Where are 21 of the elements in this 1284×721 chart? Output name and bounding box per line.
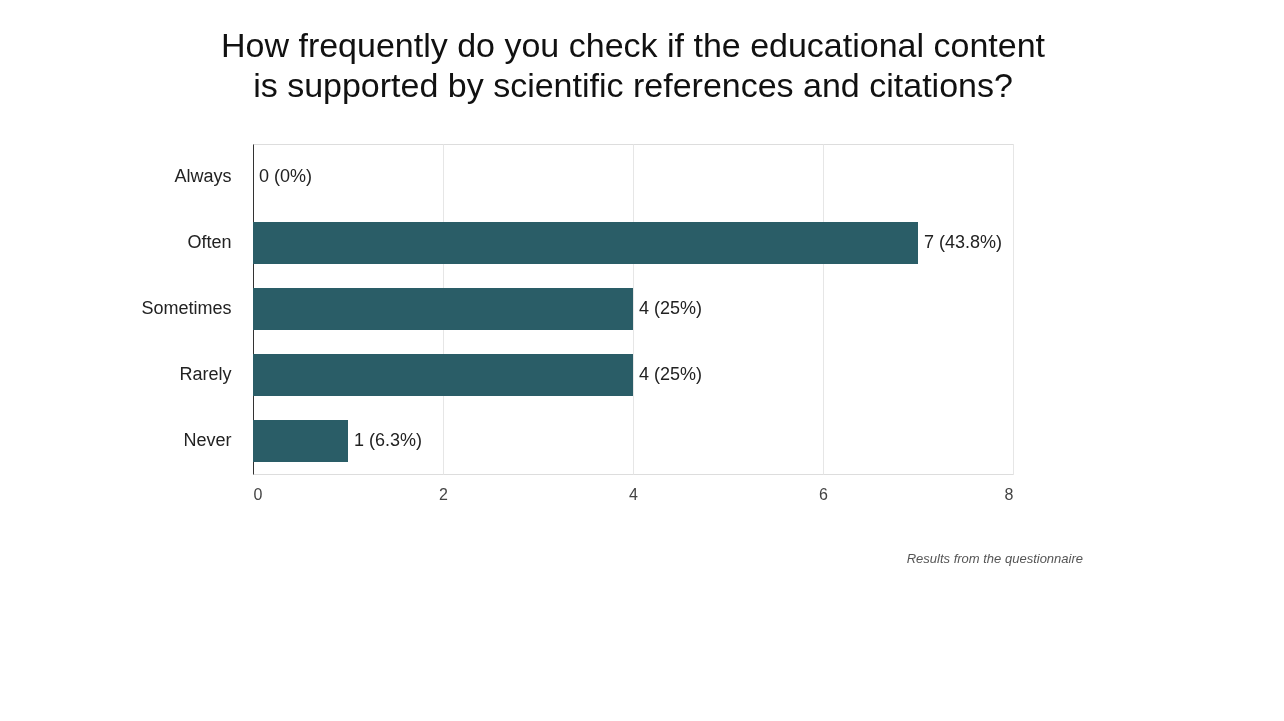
- bar: [253, 288, 633, 330]
- data-label: 4 (25%): [639, 298, 703, 318]
- y-tick-label: Always: [174, 166, 232, 186]
- data-label: 1 (6.3%): [354, 430, 423, 450]
- x-tick-label: 2: [439, 485, 449, 503]
- y-tick-label: Sometimes: [141, 298, 232, 318]
- bar: [253, 222, 918, 264]
- data-label: 4 (25%): [639, 364, 703, 384]
- bar: [253, 354, 633, 396]
- chart-title: How frequently do you check if the educational content is supported by scientific references and citations?: [220, 26, 1046, 104]
- bar: [253, 420, 348, 462]
- x-tick-label: 4: [629, 485, 639, 503]
- x-tick-label: 8: [1004, 485, 1014, 503]
- y-tick-label: Rarely: [179, 364, 232, 384]
- y-tick-label: Often: [187, 232, 232, 252]
- y-tick-label: Never: [183, 430, 232, 450]
- data-label: 0 (0%): [259, 166, 313, 186]
- text: Results from the questionnaire: [906, 551, 1083, 566]
- data-label: 7 (43.8%): [924, 232, 1003, 252]
- x-tick-label: 0: [253, 485, 263, 503]
- x-tick-label: 6: [819, 485, 829, 503]
